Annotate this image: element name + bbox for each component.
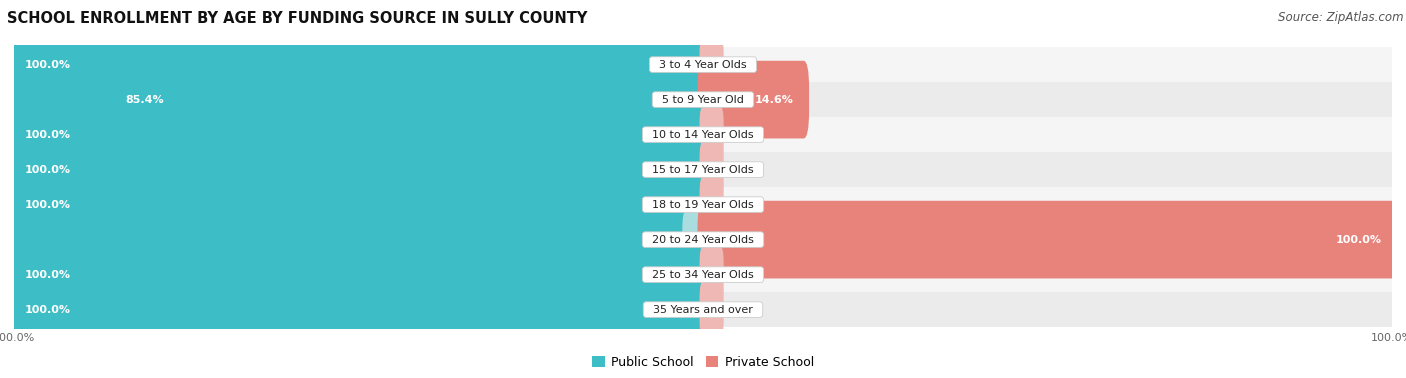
Text: 0.0%: 0.0% (727, 200, 755, 210)
Text: 35 Years and over: 35 Years and over (647, 305, 759, 314)
Text: 0.0%: 0.0% (727, 164, 755, 175)
Bar (14, 82, 1392, 117)
Text: 14.6%: 14.6% (755, 94, 793, 105)
Bar (14, 257, 1392, 292)
Bar (14, 152, 1392, 187)
FancyBboxPatch shape (8, 236, 709, 313)
Text: 85.4%: 85.4% (125, 94, 163, 105)
FancyBboxPatch shape (700, 176, 724, 233)
Bar (14, 222, 1392, 257)
Text: 100.0%: 100.0% (24, 130, 70, 139)
Text: 3 to 4 Year Olds: 3 to 4 Year Olds (652, 60, 754, 70)
FancyBboxPatch shape (8, 166, 709, 243)
Text: 0.0%: 0.0% (727, 270, 755, 280)
Bar (14, 187, 1392, 222)
FancyBboxPatch shape (700, 141, 724, 198)
FancyBboxPatch shape (700, 246, 724, 303)
Text: 100.0%: 100.0% (24, 164, 70, 175)
Text: 0.0%: 0.0% (727, 60, 755, 70)
FancyBboxPatch shape (697, 201, 1398, 279)
Bar (14, 117, 1392, 152)
Text: 100.0%: 100.0% (24, 305, 70, 314)
Text: 0.0%: 0.0% (727, 130, 755, 139)
Text: 100.0%: 100.0% (24, 60, 70, 70)
FancyBboxPatch shape (8, 26, 709, 104)
Text: Source: ZipAtlas.com: Source: ZipAtlas.com (1278, 11, 1403, 24)
Text: 15 to 17 Year Olds: 15 to 17 Year Olds (645, 164, 761, 175)
Text: 18 to 19 Year Olds: 18 to 19 Year Olds (645, 200, 761, 210)
Text: 25 to 34 Year Olds: 25 to 34 Year Olds (645, 270, 761, 280)
Text: 100.0%: 100.0% (24, 200, 70, 210)
FancyBboxPatch shape (682, 211, 706, 268)
Bar (14, 292, 1392, 327)
Text: SCHOOL ENROLLMENT BY AGE BY FUNDING SOURCE IN SULLY COUNTY: SCHOOL ENROLLMENT BY AGE BY FUNDING SOUR… (7, 11, 588, 26)
Text: 10 to 14 Year Olds: 10 to 14 Year Olds (645, 130, 761, 139)
Legend: Public School, Private School: Public School, Private School (588, 351, 818, 373)
Text: 100.0%: 100.0% (1336, 235, 1382, 245)
FancyBboxPatch shape (697, 61, 808, 138)
Text: 20 to 24 Year Olds: 20 to 24 Year Olds (645, 235, 761, 245)
Text: 0.0%: 0.0% (651, 235, 679, 245)
Bar (14, 47, 1392, 82)
FancyBboxPatch shape (8, 96, 709, 174)
Text: 5 to 9 Year Old: 5 to 9 Year Old (655, 94, 751, 105)
FancyBboxPatch shape (8, 271, 709, 349)
FancyBboxPatch shape (8, 131, 709, 208)
FancyBboxPatch shape (110, 61, 709, 138)
Text: 100.0%: 100.0% (24, 270, 70, 280)
FancyBboxPatch shape (700, 106, 724, 163)
FancyBboxPatch shape (700, 36, 724, 93)
Text: 0.0%: 0.0% (727, 305, 755, 314)
FancyBboxPatch shape (700, 281, 724, 338)
